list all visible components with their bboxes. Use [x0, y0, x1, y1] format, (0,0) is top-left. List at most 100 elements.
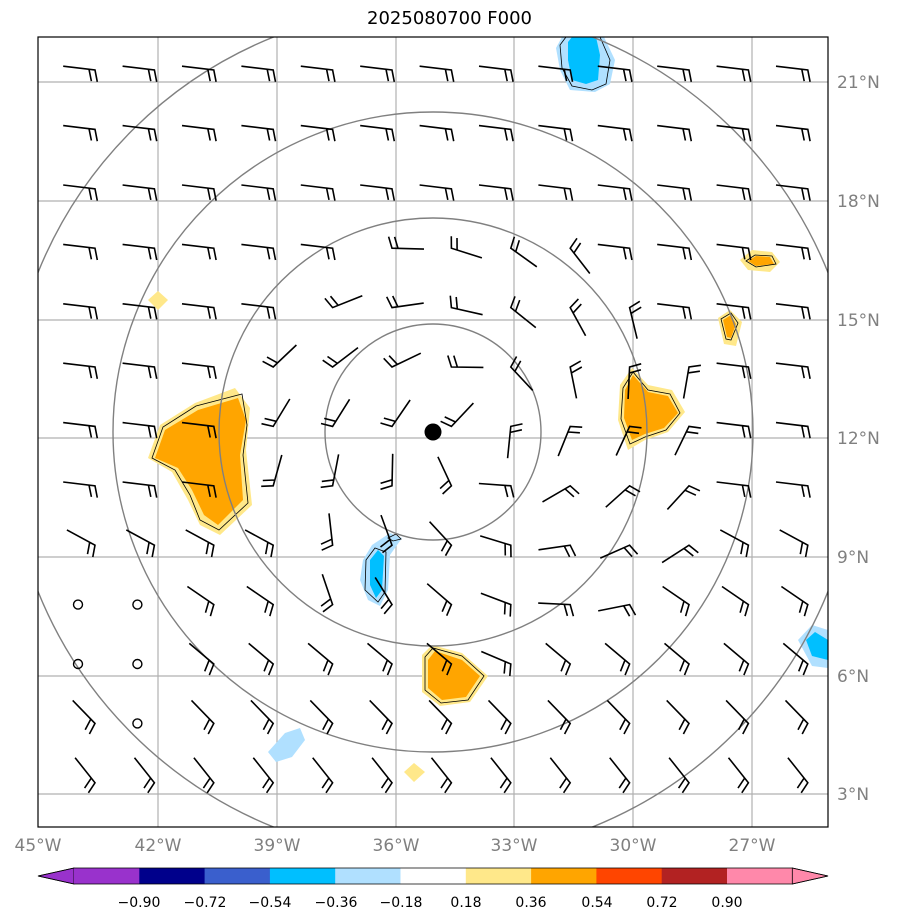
lat-label: 15°N — [837, 311, 880, 331]
wind-barb — [307, 642, 334, 676]
wind-barb — [775, 421, 811, 439]
colorbar-segment — [661, 868, 728, 884]
colorbar-extend-low — [37, 867, 75, 885]
negative-anomaly-area — [568, 37, 600, 84]
map-plot-area — [38, 37, 869, 827]
positive-anomaly-area — [624, 375, 678, 440]
wind-barb — [597, 184, 633, 201]
wind-barb — [478, 65, 514, 82]
wind-barb — [780, 585, 809, 617]
wind-barb — [509, 236, 538, 268]
wind-barb — [241, 303, 277, 320]
wind-barb — [787, 757, 809, 794]
wind-barb — [429, 521, 453, 557]
contour-fills — [148, 37, 828, 782]
wind-barb — [261, 454, 283, 488]
wind-barb — [360, 184, 396, 201]
wind-barb — [506, 423, 523, 459]
wind-barb — [385, 295, 424, 309]
wind-barb — [380, 514, 393, 554]
wind-barb — [480, 592, 512, 617]
wind-barb — [657, 243, 693, 261]
wind-barb — [122, 421, 158, 439]
wind-barb — [320, 454, 340, 489]
colorbar-segment — [400, 868, 467, 884]
wind-barb — [181, 362, 217, 379]
wind-barb — [835, 244, 869, 260]
wind-barb — [366, 642, 393, 676]
lat-label: 21°N — [837, 73, 880, 93]
positive-anomaly-area — [748, 256, 774, 266]
wind-barb — [666, 484, 701, 510]
calm-wind-marker — [132, 718, 143, 729]
wind-barb — [661, 544, 699, 564]
wind-barb — [490, 757, 512, 794]
wind-barb — [300, 124, 336, 142]
wind-barb — [569, 360, 583, 399]
wind-barb — [628, 300, 642, 339]
wind-barb — [615, 425, 642, 456]
wind-barb — [122, 303, 158, 320]
wind-barb — [775, 65, 811, 82]
wind-barb — [509, 356, 534, 391]
wind-barb — [380, 453, 394, 491]
wind-barb — [657, 184, 693, 201]
colorbar-tick-label: 0.72 — [646, 895, 677, 911]
wind-barb — [181, 243, 217, 261]
wind-barb — [597, 65, 633, 82]
wind-barb — [487, 699, 512, 735]
wind-barb — [300, 243, 336, 261]
wind-barb — [374, 576, 393, 615]
wind-barb — [479, 535, 512, 558]
wind-barb — [320, 574, 334, 613]
wind-barb — [72, 699, 96, 735]
lat-label: 18°N — [837, 192, 880, 212]
wind-barb — [122, 243, 158, 261]
wind-barb — [779, 529, 809, 558]
wind-barb — [419, 124, 455, 142]
wind-barb — [835, 482, 869, 498]
range-ring-inner — [324, 323, 542, 541]
wind-barb — [597, 243, 633, 261]
wind-barb — [322, 346, 359, 368]
wind-barb — [547, 699, 572, 735]
wind-barb — [545, 642, 572, 676]
positive-anomaly-area — [148, 291, 168, 310]
wind-barb — [320, 398, 351, 428]
wind-barb — [193, 757, 215, 794]
wind-barb — [262, 344, 297, 368]
wind-barb — [657, 124, 693, 142]
wind-barb — [449, 295, 483, 316]
colorbar-tick-label: −0.18 — [380, 895, 423, 911]
calm-wind-marker — [72, 658, 84, 670]
negative-anomaly-area — [268, 728, 305, 762]
wind-barb — [716, 243, 752, 261]
wind-barb — [181, 124, 217, 142]
wind-barb — [605, 484, 641, 508]
wind-barb — [835, 126, 869, 142]
range-ring-second — [218, 217, 648, 647]
longitude-labels: 45°W 42°W 39°W 36°W 33°W 30°W 27°W — [15, 836, 776, 856]
wind-barb — [450, 236, 483, 259]
wind-barb — [181, 421, 217, 439]
wind-barb — [835, 363, 869, 379]
wind-barb — [775, 124, 811, 142]
wind-barb — [309, 699, 334, 735]
wind-barb — [387, 236, 425, 250]
lon-label: 45°W — [15, 836, 62, 856]
wind-barb — [666, 699, 690, 735]
wind-barb — [775, 481, 811, 498]
calm-wind-marker — [72, 599, 84, 610]
wind-barb — [775, 303, 811, 320]
wind-barb — [606, 699, 631, 735]
colorbar — [37, 867, 829, 885]
positive-anomaly-area — [428, 651, 480, 700]
colorbar-segment — [74, 868, 140, 884]
negative-anomaly-area — [806, 632, 828, 660]
wind-barb — [716, 421, 752, 439]
colorbar-segment — [531, 868, 597, 884]
wind-barb — [727, 757, 750, 794]
wind-barb — [181, 184, 217, 201]
wind-barb — [542, 484, 580, 503]
